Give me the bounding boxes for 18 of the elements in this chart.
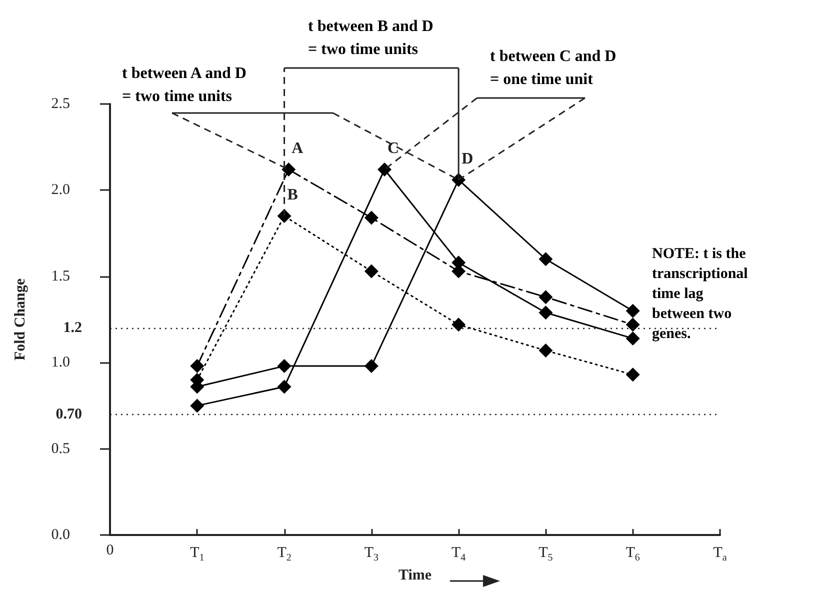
y-axis-title: Fold Change bbox=[12, 278, 28, 361]
annotation: NOTE: t is the transcriptional time lag between two genes. bbox=[652, 245, 748, 344]
series-label: B bbox=[287, 186, 298, 204]
y-tick-label: 0.0 bbox=[51, 527, 70, 543]
y-tick-label: 2.0 bbox=[51, 182, 70, 198]
text: t between B and D = two time units bbox=[308, 17, 434, 60]
y-tick-label: 1.5 bbox=[51, 268, 70, 284]
annotation: t between A and D = two time units bbox=[122, 64, 246, 107]
annotation: t between C and D = one time unit bbox=[490, 47, 616, 90]
series-label: D bbox=[462, 150, 474, 168]
ref-line-label: 1.2 bbox=[63, 320, 82, 336]
y-tick-label: 0.5 bbox=[51, 440, 70, 457]
x-tick-label: 0 bbox=[106, 542, 114, 558]
y-tick-label: 1.0 bbox=[51, 354, 70, 371]
x-axis-title: Time bbox=[398, 567, 432, 584]
y-tick-label: 2.5 bbox=[51, 96, 70, 112]
series-label: A bbox=[292, 140, 304, 158]
ref-line-label: 0.70 bbox=[56, 406, 82, 422]
